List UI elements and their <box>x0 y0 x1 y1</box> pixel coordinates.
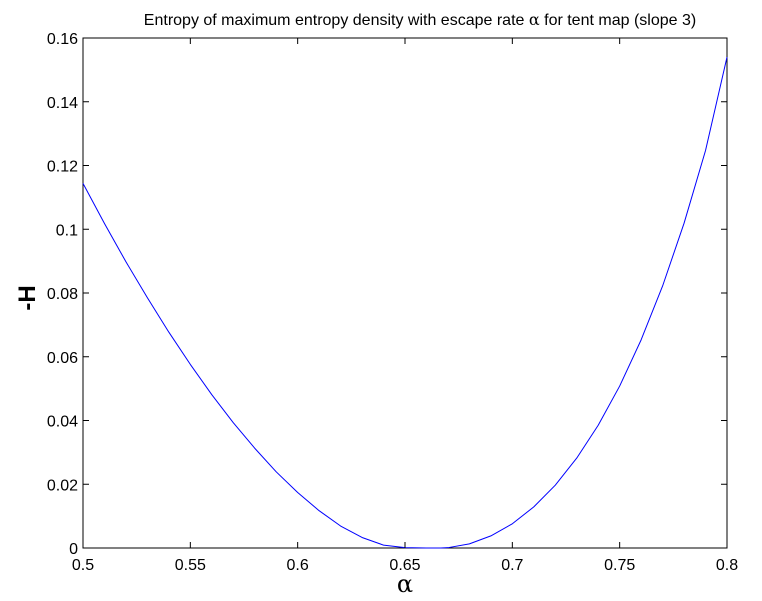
chart-title-suffix: for tent map (slope 3) <box>540 12 697 29</box>
x-axis-label: α <box>397 570 413 598</box>
y-tick-label: 0.12 <box>47 159 78 176</box>
ticks-layer: 0.5 0.55 0.6 0.65 0.7 0.75 0.8 0 0.02 0.04 0.06 0.0… <box>47 31 738 574</box>
chart-title-symbol: α <box>529 10 540 29</box>
y-tick-label: 0.1 <box>56 222 78 239</box>
x-tick-label: 0.5 <box>72 557 94 574</box>
x-tick-label: 0.55 <box>175 557 206 574</box>
axes-frame <box>82 37 728 549</box>
y-tick-label: 0.04 <box>47 414 78 431</box>
axes <box>82 37 728 549</box>
chart-title: Entropy of maximum entropy density with … <box>144 10 696 29</box>
y-tick-label: 0 <box>69 541 78 558</box>
y-tick-label: 0.16 <box>47 31 78 48</box>
x-tick-label: 0.6 <box>287 557 309 574</box>
x-tick-label: 0.7 <box>501 557 523 574</box>
y-tick-label: 0.14 <box>47 95 78 112</box>
series-line <box>82 57 728 549</box>
y-tick-label: 0.06 <box>47 350 78 367</box>
y-tick-label: 0.08 <box>47 286 78 303</box>
x-tick-label: 0.75 <box>604 557 635 574</box>
x-tick-label: 0.8 <box>716 557 738 574</box>
series-layer <box>82 57 728 549</box>
chart-title-prefix: Entropy of maximum entropy density with … <box>144 12 529 29</box>
x-tick-label: 0.65 <box>389 557 420 574</box>
y-axis-label: -H <box>14 285 41 310</box>
y-tick-label: 0.02 <box>47 477 78 494</box>
